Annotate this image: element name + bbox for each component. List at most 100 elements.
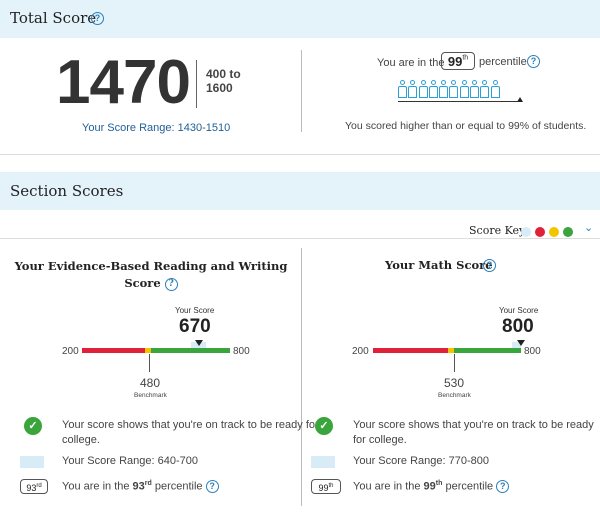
percentile-prefix: You are in the [377, 57, 445, 69]
math-on-track-line2: for college. [353, 434, 407, 446]
person-icon [408, 80, 418, 98]
reading-benchmark-label: Benchmark [134, 392, 167, 399]
reading-bar-green [151, 348, 230, 353]
math-bar-yellow [448, 348, 454, 353]
math-benchmark-label: Benchmark [438, 392, 471, 399]
math-help-icon[interactable]: ? [483, 259, 496, 272]
math-badge-suffix: th [328, 483, 334, 489]
math-percentile-text: You are in the 99th percentile ? [353, 480, 510, 494]
math-bar-red [373, 348, 448, 353]
person-icon [428, 80, 438, 98]
reading-percentile-value: 93 [132, 480, 145, 493]
reading-benchmark-value: 480 [140, 376, 161, 390]
person-icon [398, 80, 407, 98]
score-key-dot [535, 227, 545, 237]
reading-min: 200 [62, 346, 79, 357]
person-icon [480, 80, 490, 98]
reading-badge-value: 93 [26, 483, 37, 493]
score-key-dot [549, 227, 559, 237]
reading-range-swatch [20, 456, 44, 468]
math-score-range-marker [512, 342, 521, 348]
math-score-value: 800 [502, 316, 534, 337]
reading-your-score-label: Your Score [175, 306, 215, 315]
reading-percentile-word: percentile [154, 480, 203, 493]
reading-badge-suffix: rd [36, 483, 42, 489]
percentile-badge-value: 99 [447, 54, 463, 69]
math-percentile-value: 99 [423, 480, 436, 493]
person-icon [418, 80, 428, 98]
reading-score-range: Your Score Range: 640-700 [62, 455, 198, 467]
math-benchmark-tick [454, 354, 455, 372]
reading-score-value: 670 [179, 316, 211, 337]
reading-title: Your Evidence-Based Reading and Writing … [10, 258, 292, 292]
reading-help-icon[interactable]: ? [164, 277, 178, 291]
reading-benchmark-tick [149, 354, 150, 372]
math-bar-green [454, 348, 521, 353]
math-percentile-prefix: You are in the [353, 480, 421, 493]
math-score-marker-icon [517, 340, 525, 346]
reading-title-line2: Score ? [10, 275, 292, 292]
reading-score-marker-icon [195, 340, 203, 346]
reading-max: 800 [233, 346, 250, 357]
percentile-word: percentile [479, 56, 527, 68]
reading-check-icon: ✓ [24, 417, 42, 435]
person-icon [459, 80, 469, 98]
section-scores-header: Section Scores [0, 172, 600, 210]
score-key-dots [521, 224, 577, 242]
total-score-scale: 400 to 1600 [206, 67, 241, 95]
reading-on-track: Your score shows that you're on track to… [62, 418, 319, 448]
total-percentile-line: You are in the [377, 56, 444, 70]
math-on-track-line1: Your score shows that you're on track to… [353, 419, 594, 431]
reading-on-track-line2: college. [62, 434, 100, 446]
reading-percentile-help-icon[interactable]: ? [205, 480, 219, 494]
math-badge-value: 99 [318, 483, 329, 493]
math-max: 800 [524, 346, 541, 357]
score-key-divider [0, 238, 600, 239]
reading-bar-red [82, 348, 145, 353]
percentile-marker-icon [517, 97, 523, 102]
total-score-header: Total Score ? [0, 0, 600, 38]
math-benchmark-value: 530 [444, 376, 465, 390]
math-range-swatch [311, 456, 335, 468]
math-min: 200 [352, 346, 369, 357]
total-score-help-icon[interactable]: ? [91, 12, 104, 25]
math-percentile-word: percentile [445, 480, 494, 493]
score-key-dot [563, 227, 573, 237]
total-score-title: Total Score [10, 9, 97, 27]
math-check-icon: ✓ [315, 417, 333, 435]
score-key-label[interactable]: Score Key [469, 224, 526, 237]
scale-top: 400 to [206, 67, 241, 81]
math-title: Your Math Score [385, 258, 493, 272]
scale-bottom: 1600 [206, 81, 233, 95]
reading-percentile-badge: 93rd [20, 479, 48, 494]
math-score-range: Your Score Range: 770-800 [353, 455, 489, 467]
math-percentile-suffix: th [435, 480, 443, 487]
math-your-score-label: Your Score [499, 306, 539, 315]
person-icon [490, 80, 500, 98]
math-on-track: Your score shows that you're on track to… [353, 418, 594, 448]
percentile-people-graphic [398, 80, 528, 100]
total-scored-higher: You scored higher than or equal to 99% o… [345, 120, 587, 132]
total-score-value: 1470 [56, 48, 191, 117]
reading-bar-yellow [145, 348, 151, 353]
total-score-range: Your Score Range: 1430-1510 [82, 122, 231, 134]
math-percentile-badge: 99th [311, 479, 341, 494]
percentile-badge-suffix: th [462, 54, 469, 62]
reading-percentile-suffix: rd [144, 480, 152, 487]
score-key-dot [521, 227, 531, 237]
math-percentile-help-icon[interactable]: ? [496, 480, 510, 494]
person-icon [470, 80, 480, 98]
reading-percentile-prefix: You are in the [62, 480, 130, 493]
reading-title-line1: Your Evidence-Based Reading and Writing [14, 259, 288, 273]
total-percentile-badge: 99th [441, 52, 475, 70]
person-icon [449, 80, 459, 98]
score-separator [196, 60, 197, 108]
total-bottom-divider [0, 154, 600, 155]
sections-vertical-divider [301, 248, 302, 506]
percentile-help-icon[interactable]: ? [527, 55, 540, 68]
section-scores-title: Section Scores [10, 182, 124, 200]
reading-percentile-text: You are in the 93rd percentile ? [62, 480, 219, 494]
chevron-down-icon[interactable]: ⌄ [584, 222, 594, 234]
total-vertical-divider [301, 50, 302, 132]
people-baseline [398, 101, 522, 102]
